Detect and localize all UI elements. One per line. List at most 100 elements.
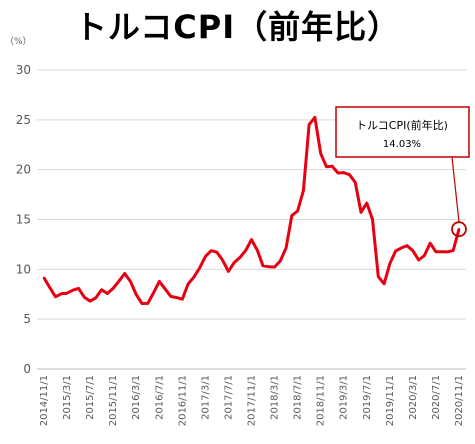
data-point <box>198 266 201 270</box>
data-point <box>88 299 92 303</box>
callout-box: トルコCPI(前年比) 14.03% <box>335 106 470 158</box>
y-tick-label: 5 <box>23 312 31 326</box>
data-point <box>221 259 224 262</box>
y-tick-label: 0 <box>23 362 31 376</box>
x-tick-label: 2020/11/1 <box>454 375 465 426</box>
callout-line2: 14.03% <box>383 139 421 150</box>
data-point <box>273 265 276 269</box>
data-point <box>405 244 409 247</box>
x-tick-label: 2018/11/1 <box>316 375 327 426</box>
data-point <box>250 238 253 241</box>
y-tick-labels: 0 5 10 15 20 25 30 <box>16 63 31 376</box>
data-points <box>42 116 461 305</box>
data-point <box>77 287 80 290</box>
data-point <box>290 214 294 217</box>
data-point <box>71 288 75 292</box>
data-point <box>227 270 230 273</box>
x-tick-label: 2016/3/1 <box>131 375 142 420</box>
data-point <box>394 249 397 253</box>
data-point <box>233 261 236 264</box>
data-point <box>94 296 98 300</box>
data-point <box>135 293 138 296</box>
x-tick-label: 2017/11/1 <box>247 375 258 426</box>
data-point <box>209 249 213 252</box>
data-point <box>377 275 380 278</box>
data-point <box>423 254 426 257</box>
data-point <box>117 279 121 283</box>
data-point <box>123 272 126 275</box>
data-point <box>140 302 144 305</box>
y-axis-unit-label: （%） <box>5 36 32 47</box>
x-tick-label: 2019/11/1 <box>385 375 396 426</box>
y-tick-label: 10 <box>16 262 31 276</box>
data-point <box>382 282 386 285</box>
data-point <box>330 164 334 168</box>
data-point <box>158 280 161 283</box>
x-tick-label: 2015/3/1 <box>62 375 73 420</box>
data-point <box>325 165 328 168</box>
data-point <box>83 296 86 299</box>
x-tick-label: 2016/11/1 <box>177 375 188 426</box>
data-point <box>204 255 207 258</box>
data-point <box>267 265 270 268</box>
x-tick-label: 2015/11/1 <box>108 375 119 426</box>
data-point <box>261 264 265 268</box>
y-tick-label: 30 <box>16 63 31 77</box>
data-point <box>365 201 368 205</box>
x-tick-label: 2017/3/1 <box>200 375 211 420</box>
data-point <box>152 291 155 295</box>
data-point <box>48 286 51 289</box>
data-point <box>42 276 46 280</box>
data-point <box>238 256 242 259</box>
data-point <box>146 302 149 305</box>
data-point <box>60 292 63 295</box>
x-tick-label: 2017/7/1 <box>223 375 234 420</box>
data-point <box>111 287 115 290</box>
data-point <box>428 242 432 245</box>
data-point <box>371 218 374 221</box>
data-point <box>457 227 461 231</box>
y-tick-label: 15 <box>16 213 31 227</box>
data-point <box>336 171 340 175</box>
data-point <box>307 123 311 126</box>
data-point <box>348 173 351 176</box>
x-tick-label: 2020/7/1 <box>431 375 442 420</box>
x-tick-label: 2020/3/1 <box>408 375 419 420</box>
latest-point-highlight <box>451 221 467 238</box>
x-tick-label: 2019/3/1 <box>339 375 350 420</box>
data-point <box>181 298 184 301</box>
data-point <box>446 250 449 254</box>
data-point <box>319 152 322 155</box>
data-point <box>192 275 196 279</box>
data-point <box>434 250 438 253</box>
data-point <box>400 246 403 250</box>
data-point <box>163 287 167 290</box>
data-point <box>452 249 455 252</box>
data-point <box>417 258 420 262</box>
data-point <box>279 259 282 263</box>
x-tick-label: 2016/7/1 <box>154 375 165 420</box>
data-point <box>100 288 103 291</box>
data-point <box>296 209 299 213</box>
x-tick-label: 2014/11/1 <box>39 375 50 426</box>
data-point <box>129 280 132 283</box>
x-tick-label: 2018/7/1 <box>293 375 304 420</box>
data-point <box>169 295 173 298</box>
x-tick-label: 2019/7/1 <box>362 375 373 420</box>
data-point <box>175 296 178 299</box>
data-point <box>440 250 443 253</box>
x-tick-labels: 2014/11/1 2015/3/1 2015/7/1 2015/11/1 2016/3… <box>39 375 465 426</box>
data-point <box>106 292 109 295</box>
data-point <box>186 282 190 286</box>
data-point <box>411 249 415 252</box>
y-tick-label: 25 <box>16 113 31 127</box>
data-point <box>284 246 288 250</box>
chart-title: トルコCPI（前年比） <box>74 8 401 46</box>
data-point <box>256 248 259 252</box>
data-point <box>65 291 69 295</box>
data-point <box>302 189 305 192</box>
data-point <box>354 181 357 184</box>
data-point <box>388 262 392 265</box>
data-point <box>54 295 57 299</box>
